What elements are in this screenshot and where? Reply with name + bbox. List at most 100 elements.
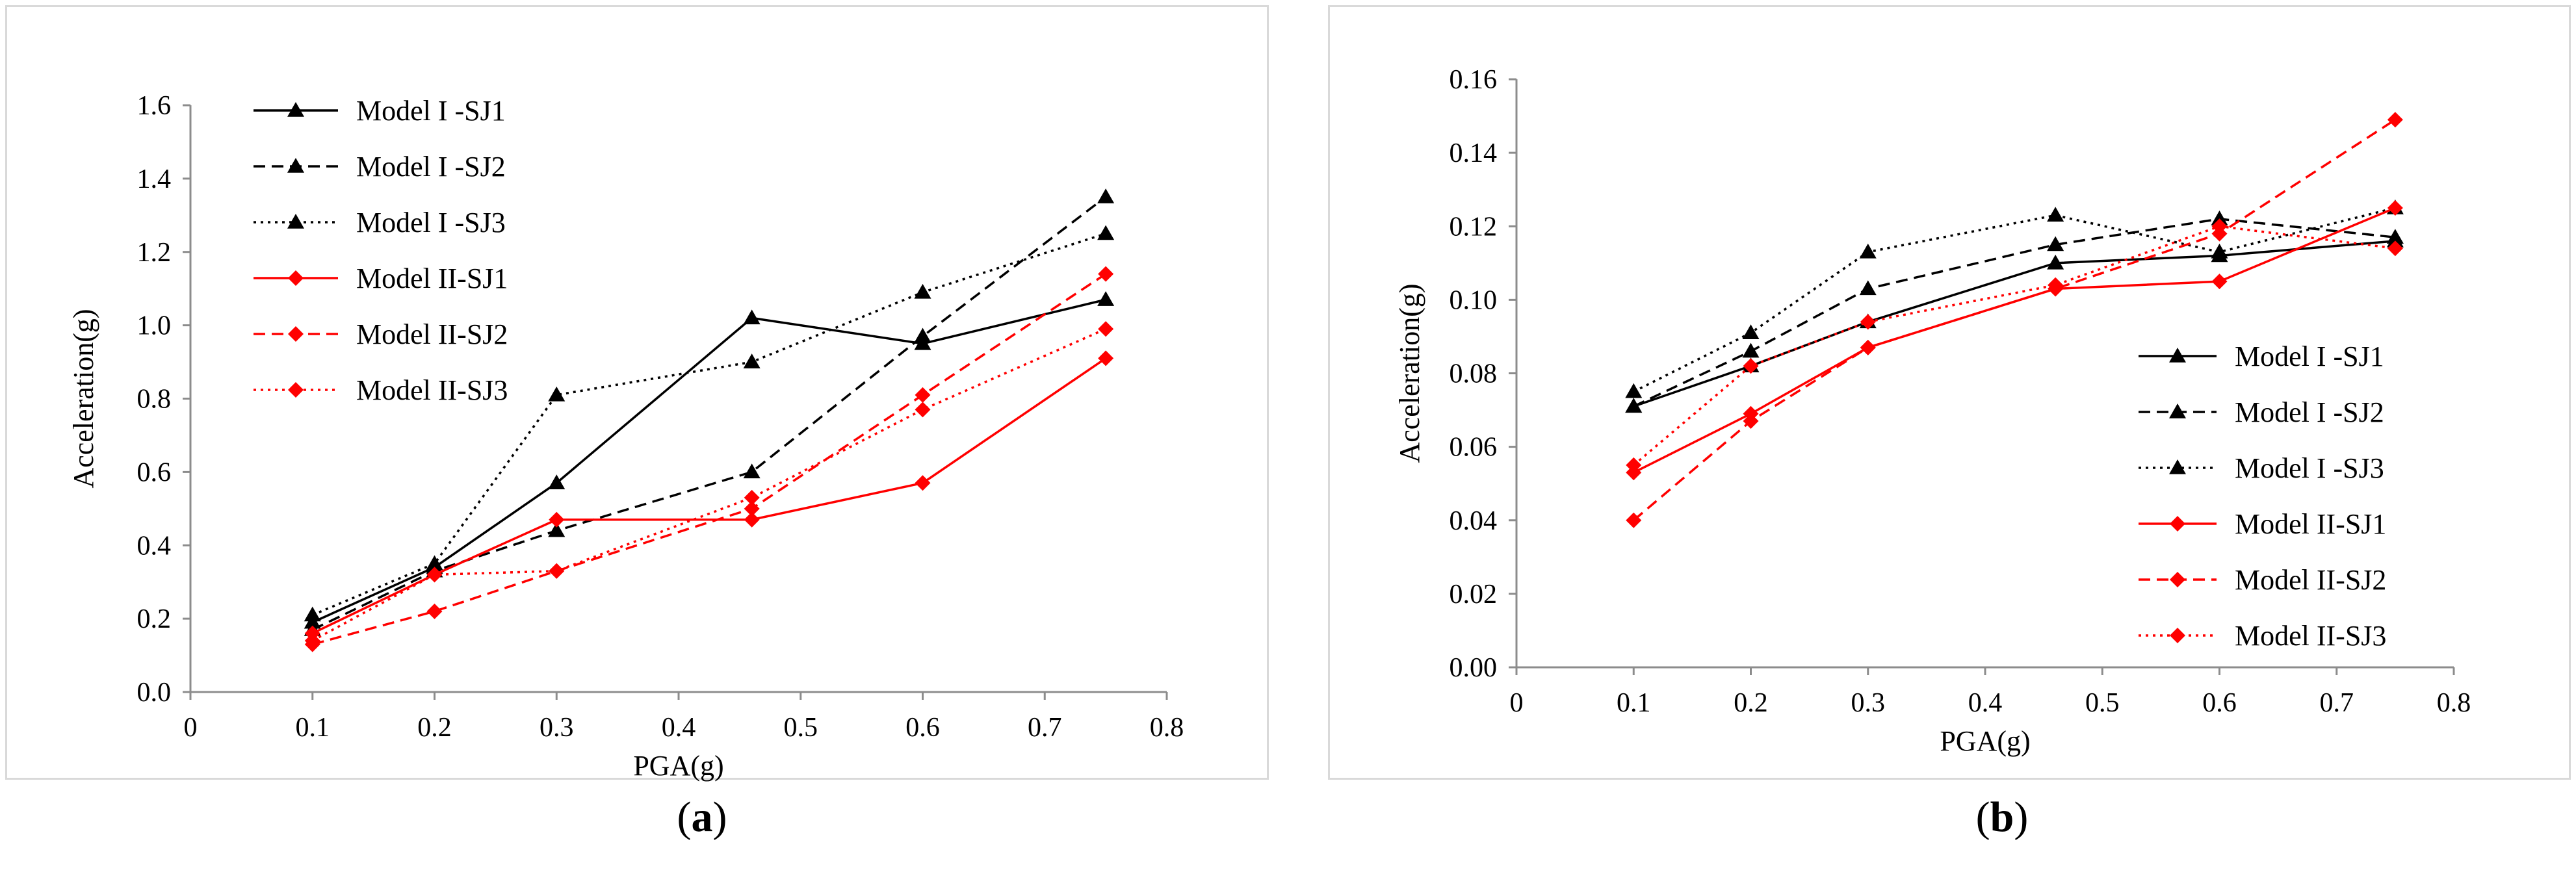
x-tick-label: 0.4	[1968, 688, 2003, 718]
data-point	[2211, 218, 2228, 235]
x-tick-label: 0.6	[2202, 688, 2237, 718]
y-tick-label: 0.0	[137, 678, 172, 708]
caption-b: (b)	[1975, 793, 2029, 841]
legend-marker	[2170, 516, 2185, 532]
data-point	[549, 511, 565, 528]
legend-marker	[288, 326, 304, 342]
legend-entry-label: Model I -SJ3	[2235, 452, 2384, 484]
series-6	[304, 321, 1114, 648]
legend-marker	[2169, 348, 2186, 363]
chart-panel-b	[1328, 5, 2571, 780]
x-tick-label: 0	[184, 713, 198, 743]
x-tick-label: 0.2	[417, 713, 452, 743]
y-tick-label: 0.4	[137, 531, 172, 561]
chart-b: 0 0.1 0.2 0.3 0.4 0.5 0.6 0.7 0.8 0.00 0.02 0.04 0.0…	[1394, 65, 2471, 757]
data-point	[304, 606, 321, 622]
data-point	[2048, 277, 2064, 293]
legend-entry-label: Model II-SJ1	[356, 263, 508, 294]
legend-entry-label: Model II-SJ2	[2235, 564, 2386, 596]
data-point	[1098, 321, 1114, 337]
series-line	[1633, 225, 2396, 467]
data-point	[914, 327, 931, 343]
x-tick-label: 0.5	[784, 713, 818, 743]
legend-marker	[2169, 404, 2186, 418]
y-tick-label: 1.2	[137, 238, 172, 268]
data-point	[548, 386, 566, 402]
data-point	[2047, 207, 2064, 222]
data-point	[1097, 188, 1115, 203]
data-point	[2387, 199, 2403, 216]
y-tick-label: 0.14	[1450, 138, 1498, 168]
data-point	[304, 632, 320, 648]
x-tick-label: 0.3	[1851, 688, 1886, 718]
data-point	[1098, 350, 1114, 366]
x-tick-label: 0.7	[1028, 713, 1062, 743]
x-tick-label: 0.7	[2320, 688, 2354, 718]
data-point	[1860, 339, 1876, 355]
data-point	[2387, 240, 2403, 257]
legend-marker	[2170, 572, 2185, 587]
data-point	[1859, 243, 1877, 259]
data-point	[426, 555, 443, 571]
x-tick-label: 0.1	[1617, 688, 1651, 718]
y-tick-label: 0.08	[1450, 359, 1498, 389]
data-point	[744, 511, 760, 528]
data-point	[744, 500, 760, 517]
data-point	[914, 283, 931, 299]
legend-entry-label: Model II-SJ1	[2235, 508, 2386, 540]
y-tick-label: 0.16	[1450, 65, 1498, 95]
series-2	[304, 188, 1115, 636]
legend-entry-label: Model I -SJ3	[356, 207, 506, 238]
series-line	[311, 196, 1107, 631]
series-6	[1626, 218, 2403, 473]
data-point	[426, 567, 443, 583]
data-point	[426, 603, 443, 619]
data-point	[1859, 280, 1877, 296]
legend-marker	[288, 382, 304, 398]
data-point	[743, 463, 761, 479]
data-point	[743, 309, 761, 325]
legend-entry-label: Model II-SJ3	[356, 374, 508, 406]
x-axis-label: PGA(g)	[633, 750, 723, 782]
y-tick-label: 0.00	[1450, 653, 1498, 683]
data-point	[2047, 236, 2064, 251]
legend-marker	[2169, 459, 2186, 474]
legend-marker	[287, 158, 304, 173]
series-2	[1625, 210, 2404, 413]
y-tick-label: 0.02	[1450, 580, 1498, 609]
series-line	[1633, 240, 2396, 408]
y-tick-label: 0.04	[1450, 506, 1498, 536]
series-line	[1633, 207, 2396, 393]
y-tick-label: 1.4	[137, 164, 172, 194]
data-point	[2387, 112, 2403, 128]
series-line	[1633, 218, 2396, 407]
x-tick-label: 0.5	[2085, 688, 2120, 718]
legend: Model I -SJ1 Model I -SJ2 Model I -SJ3 Mode…	[254, 95, 508, 406]
x-tick-label: 0.6	[905, 713, 940, 743]
y-axis-label: Acceleration(g)	[68, 309, 99, 488]
data-point	[1742, 324, 1760, 340]
legend-entry-label: Model I -SJ1	[356, 95, 506, 127]
x-tick-label: 0.8	[2437, 688, 2471, 718]
series-line	[1633, 118, 2396, 522]
x-tick-label: 0.8	[1150, 713, 1184, 743]
caption-a-label: a	[691, 793, 713, 841]
series-1	[304, 291, 1115, 629]
legend-entry-label: Model II-SJ3	[2235, 620, 2386, 652]
data-point	[1626, 512, 1642, 528]
y-tick-label: 0.12	[1450, 212, 1498, 242]
y-tick-label: 0.6	[137, 457, 172, 487]
data-point	[1097, 225, 1115, 240]
chart-a: 0 0.1 0.2 0.3 0.4 0.5 0.6 0.7 0.8 0.0 0.2 0.4 0.6 0.8…	[68, 91, 1184, 782]
x-tick-label: 0.3	[540, 713, 574, 743]
caption-a: (a)	[677, 793, 727, 841]
data-point	[1860, 314, 1876, 330]
y-tick-label: 0.8	[137, 385, 172, 415]
data-point	[1625, 383, 1643, 398]
legend-entry-label: Model I -SJ1	[2235, 340, 2384, 372]
series-line	[312, 273, 1107, 646]
legend-entry-label: Model I -SJ2	[356, 151, 506, 183]
data-point	[2047, 254, 2064, 270]
x-tick-label: 0.1	[296, 713, 330, 743]
